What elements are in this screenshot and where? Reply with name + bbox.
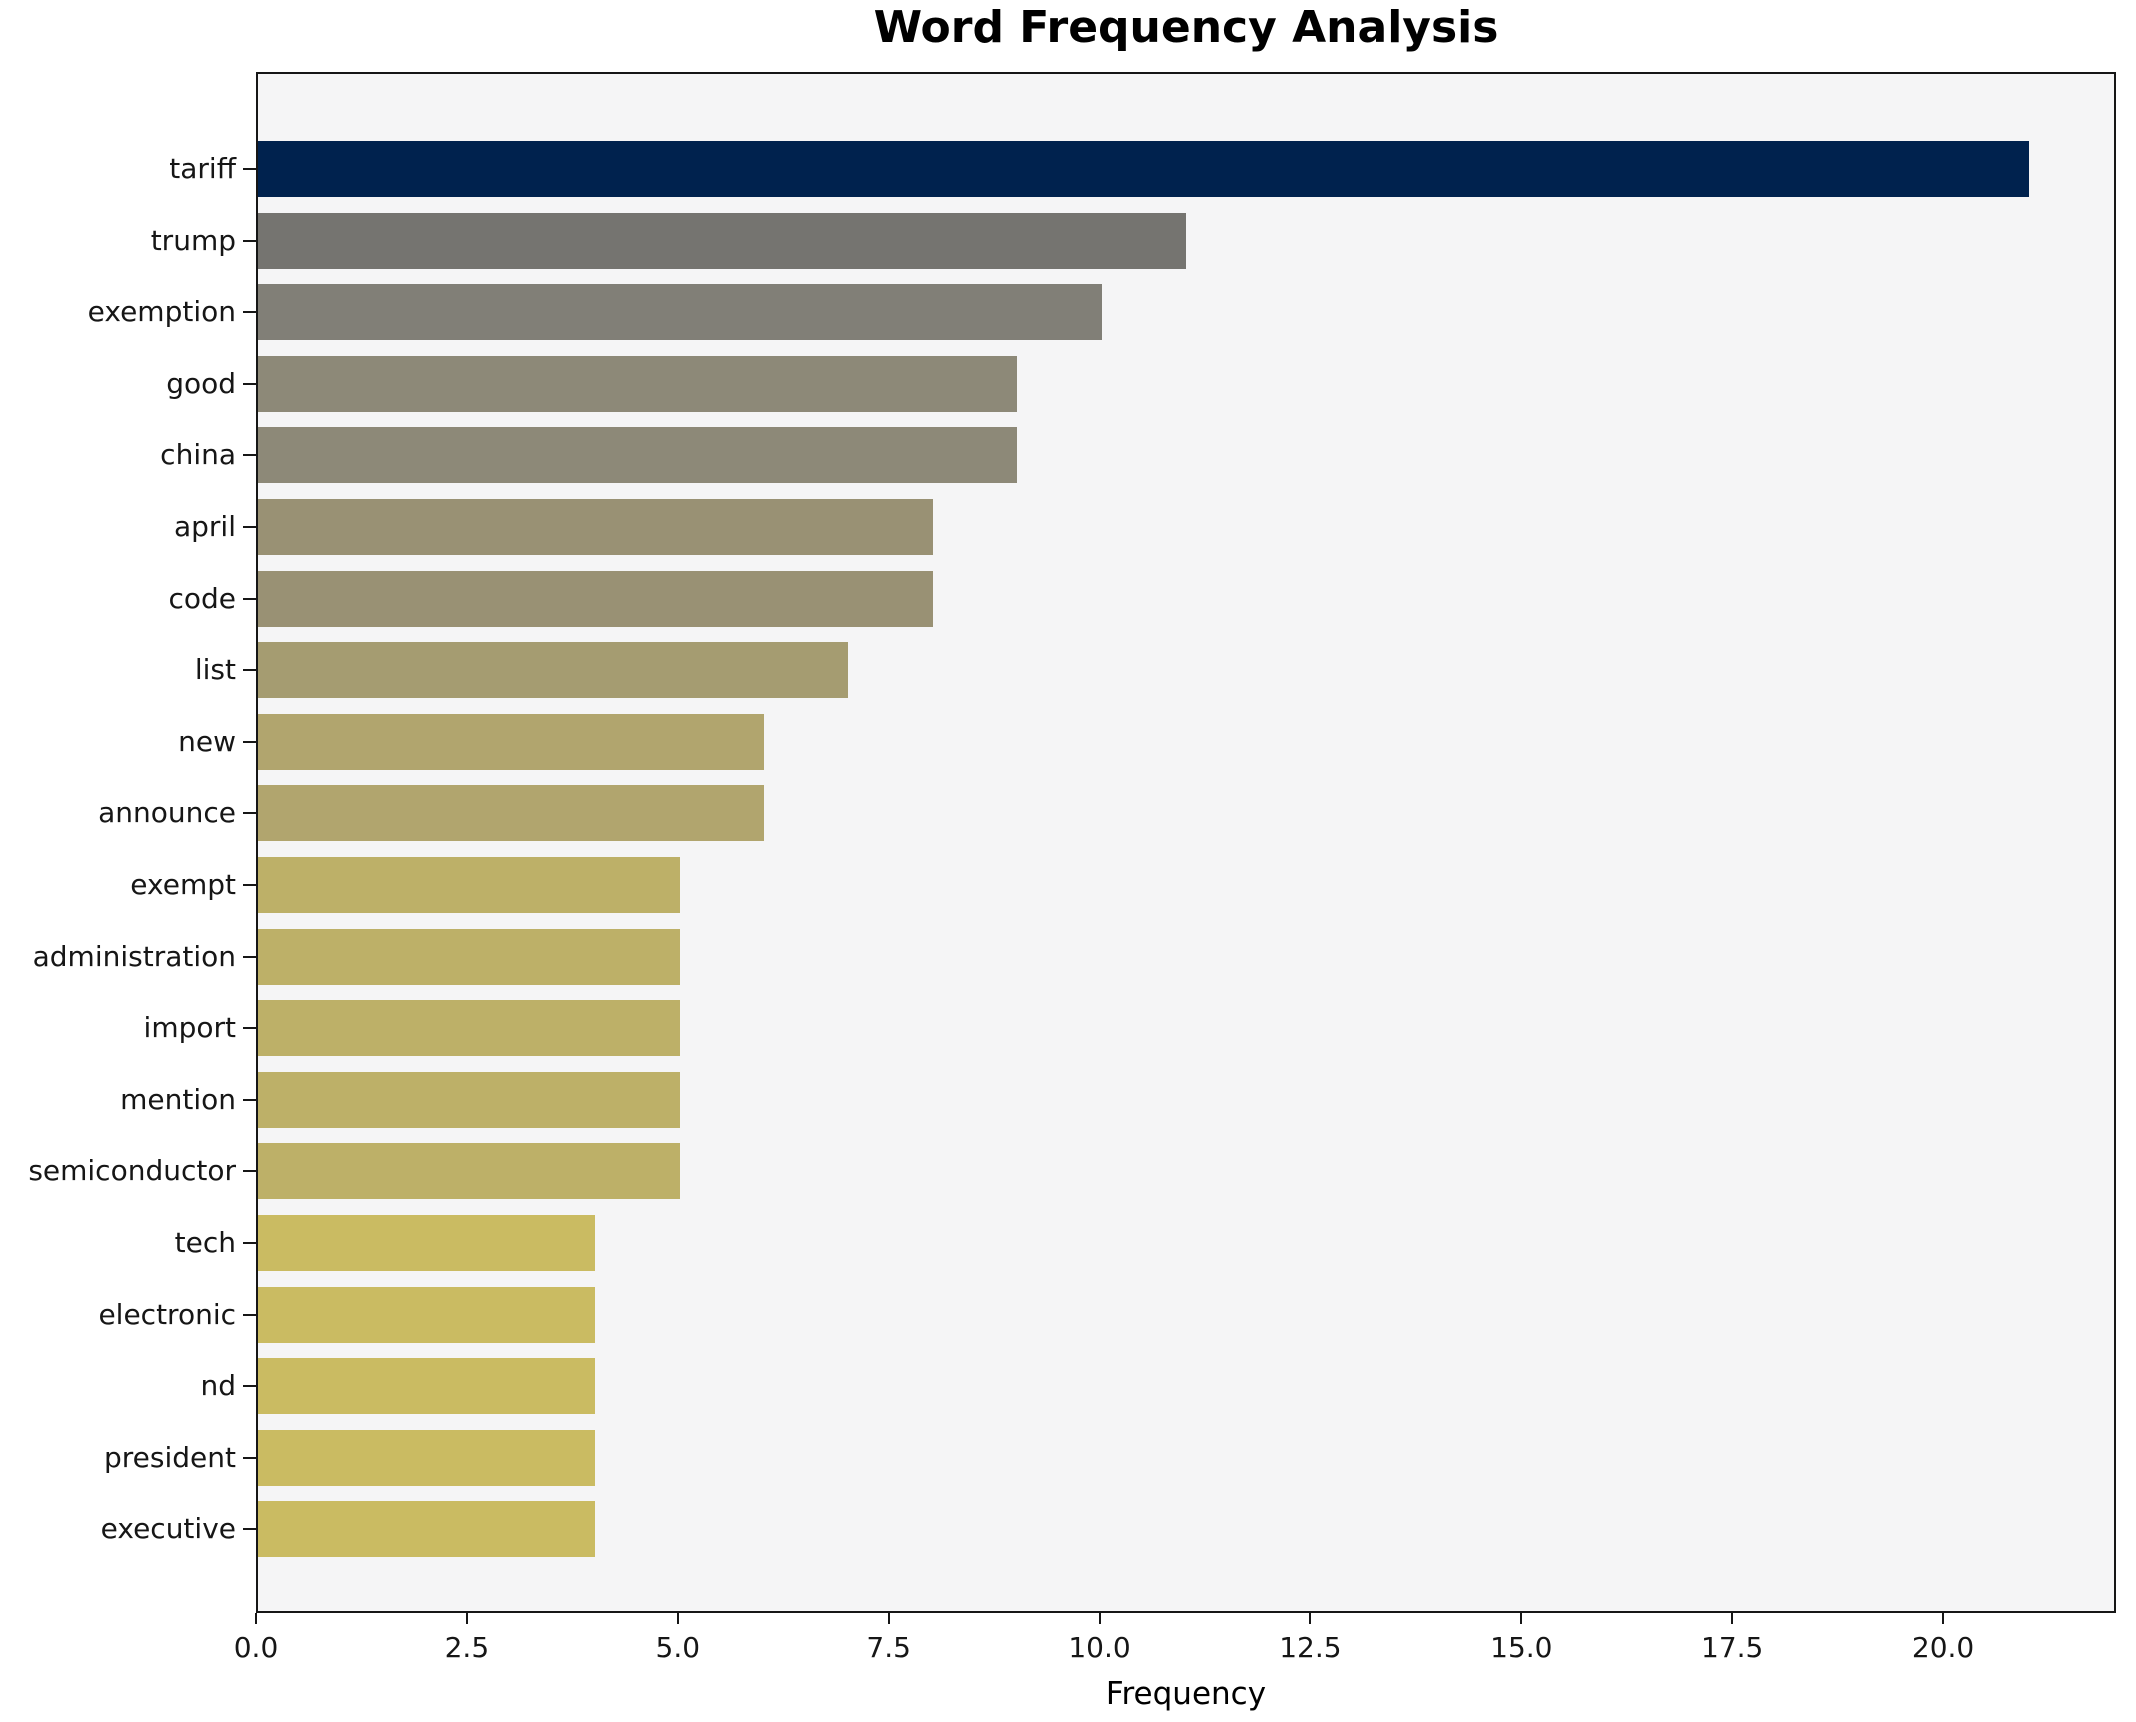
y-tick-mark xyxy=(243,1385,256,1388)
y-tick-mark xyxy=(243,239,256,242)
x-tick-label-5.0: 5.0 xyxy=(655,1631,701,1664)
y-tick-mark xyxy=(243,1027,256,1030)
y-tick-label-china: china xyxy=(160,438,236,472)
bar-exemption xyxy=(258,284,1102,341)
x-tick-mark xyxy=(255,1613,257,1624)
x-tick-label-20.0: 20.0 xyxy=(1911,1631,1975,1664)
y-tick-mark xyxy=(243,168,256,170)
bar-new xyxy=(258,713,765,770)
bar-nd xyxy=(258,1358,596,1415)
y-tick-label-april: april xyxy=(173,510,236,543)
x-tick-mark xyxy=(887,1613,890,1624)
bar-import xyxy=(258,1000,680,1057)
y-tick-mark xyxy=(243,812,256,815)
x-tick-mark xyxy=(465,1613,468,1624)
bar-tariff xyxy=(258,141,2030,197)
x-tick-label-10.0: 10.0 xyxy=(1068,1631,1131,1664)
x-tick-label-2.5: 2.5 xyxy=(444,1631,490,1664)
bar-tech xyxy=(258,1215,596,1271)
y-tick-mark xyxy=(243,955,256,958)
plot-area xyxy=(256,72,2116,1613)
x-tick-mark xyxy=(1098,1613,1101,1624)
x-tick-label-15.0: 15.0 xyxy=(1490,1631,1553,1664)
y-tick-label-list: list xyxy=(194,653,236,687)
bar-good xyxy=(258,355,1018,412)
y-tick-mark xyxy=(243,1242,256,1244)
y-tick-mark xyxy=(243,526,256,528)
y-tick-label-nd: nd xyxy=(200,1369,236,1403)
y-tick-mark xyxy=(243,740,256,743)
x-tick-mark xyxy=(676,1613,679,1624)
x-tick-label-7.5: 7.5 xyxy=(866,1631,911,1664)
x-tick-label-12.5: 12.5 xyxy=(1279,1631,1342,1664)
y-tick-label-announce: announce xyxy=(98,796,236,830)
y-tick-mark xyxy=(243,597,256,600)
bar-administration xyxy=(258,928,680,985)
x-tick-mark xyxy=(1309,1613,1312,1624)
y-tick-mark xyxy=(243,1170,256,1173)
x-axis-label: Frequency xyxy=(1105,1676,1267,1712)
y-tick-mark xyxy=(243,454,256,457)
bar-announce xyxy=(258,785,765,842)
y-tick-label-tariff: tariff xyxy=(169,152,236,185)
y-tick-label-import: import xyxy=(143,1011,236,1045)
x-tick-label-0.0: 0.0 xyxy=(233,1631,279,1664)
y-tick-label-trump: trump xyxy=(150,223,236,257)
y-tick-label-mention: mention xyxy=(120,1082,236,1116)
y-tick-mark xyxy=(243,1313,256,1316)
y-tick-mark xyxy=(243,311,256,314)
x-tick-mark xyxy=(1731,1613,1734,1624)
y-tick-label-new: new xyxy=(178,724,236,758)
bar-april xyxy=(258,499,933,555)
bar-electronic xyxy=(258,1286,596,1343)
y-tick-mark xyxy=(243,382,256,385)
bar-executive xyxy=(258,1501,596,1558)
y-tick-mark xyxy=(243,1098,256,1101)
bar-code xyxy=(258,570,933,627)
chart-title: Word Frequency Analysis xyxy=(873,2,1499,53)
y-tick-label-electronic: electronic xyxy=(98,1297,236,1331)
y-tick-mark xyxy=(243,884,256,886)
y-tick-label-exempt: exempt xyxy=(130,868,236,901)
x-tick-mark xyxy=(1942,1613,1945,1624)
bar-china xyxy=(258,427,1018,484)
bar-exempt xyxy=(258,857,680,913)
y-tick-mark xyxy=(243,1456,256,1459)
bar-semiconductor xyxy=(258,1143,680,1200)
bar-trump xyxy=(258,212,1186,269)
y-tick-label-semiconductor: semiconductor xyxy=(28,1154,236,1188)
y-tick-label-tech: tech xyxy=(174,1226,236,1259)
x-tick-label-17.5: 17.5 xyxy=(1701,1631,1764,1664)
y-tick-mark xyxy=(243,1528,256,1531)
bar-mention xyxy=(258,1071,680,1128)
y-tick-label-good: good xyxy=(166,366,236,400)
y-tick-label-administration: administration xyxy=(32,939,236,973)
y-tick-mark xyxy=(243,669,256,672)
y-tick-label-code: code xyxy=(168,581,236,615)
bar-president xyxy=(258,1429,596,1486)
y-tick-label-executive: executive xyxy=(100,1512,236,1546)
bar-list xyxy=(258,642,849,699)
x-tick-mark xyxy=(1520,1613,1523,1624)
y-tick-label-president: president xyxy=(104,1440,236,1474)
y-tick-label-exemption: exemption xyxy=(87,295,236,329)
